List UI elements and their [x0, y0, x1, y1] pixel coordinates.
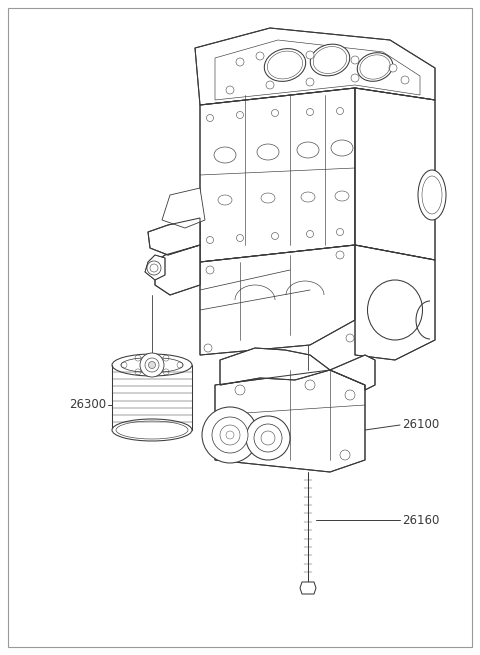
Circle shape — [202, 407, 258, 463]
Text: 26160: 26160 — [402, 514, 439, 527]
Circle shape — [148, 362, 156, 369]
Ellipse shape — [357, 52, 393, 81]
Polygon shape — [330, 355, 375, 390]
Polygon shape — [148, 218, 200, 255]
Circle shape — [206, 236, 214, 244]
Circle shape — [212, 417, 248, 453]
Polygon shape — [195, 28, 435, 105]
Ellipse shape — [301, 192, 315, 202]
Circle shape — [307, 231, 313, 238]
Circle shape — [340, 450, 350, 460]
Ellipse shape — [264, 48, 306, 81]
Circle shape — [401, 76, 409, 84]
Polygon shape — [215, 370, 365, 472]
Circle shape — [145, 358, 159, 372]
Circle shape — [150, 264, 158, 272]
Ellipse shape — [310, 44, 350, 76]
Circle shape — [272, 109, 278, 117]
Circle shape — [272, 233, 278, 240]
Ellipse shape — [261, 193, 275, 203]
Text: 26100: 26100 — [402, 419, 439, 432]
Circle shape — [237, 111, 243, 119]
Circle shape — [346, 334, 354, 342]
Circle shape — [351, 56, 359, 64]
Circle shape — [206, 266, 214, 274]
Circle shape — [307, 109, 313, 115]
Ellipse shape — [418, 170, 446, 220]
Circle shape — [336, 251, 344, 259]
Ellipse shape — [112, 354, 192, 376]
Circle shape — [336, 229, 344, 236]
Polygon shape — [162, 188, 205, 228]
Polygon shape — [200, 88, 355, 262]
Circle shape — [266, 81, 274, 89]
Polygon shape — [145, 255, 165, 280]
Polygon shape — [200, 245, 355, 355]
Circle shape — [204, 344, 212, 352]
Ellipse shape — [112, 419, 192, 441]
Polygon shape — [355, 245, 435, 360]
Circle shape — [220, 425, 240, 445]
Polygon shape — [355, 88, 435, 260]
Circle shape — [226, 431, 234, 439]
Ellipse shape — [218, 195, 232, 205]
Circle shape — [236, 58, 244, 66]
Circle shape — [237, 234, 243, 242]
Circle shape — [147, 261, 161, 275]
Circle shape — [345, 390, 355, 400]
Circle shape — [206, 115, 214, 121]
Circle shape — [226, 86, 234, 94]
Text: 26300: 26300 — [69, 398, 106, 411]
Ellipse shape — [257, 144, 279, 160]
Circle shape — [256, 52, 264, 60]
Ellipse shape — [335, 191, 349, 201]
Circle shape — [306, 51, 314, 59]
Circle shape — [246, 416, 290, 460]
Circle shape — [389, 64, 397, 72]
Circle shape — [235, 385, 245, 395]
Circle shape — [305, 380, 315, 390]
Circle shape — [306, 78, 314, 86]
Circle shape — [254, 424, 282, 452]
Ellipse shape — [368, 280, 422, 340]
Circle shape — [336, 107, 344, 115]
Ellipse shape — [331, 140, 353, 156]
Polygon shape — [300, 582, 316, 594]
Polygon shape — [220, 348, 330, 385]
Polygon shape — [155, 245, 200, 295]
Ellipse shape — [297, 142, 319, 158]
Circle shape — [261, 431, 275, 445]
Circle shape — [351, 74, 359, 82]
Ellipse shape — [214, 147, 236, 163]
Circle shape — [140, 353, 164, 377]
